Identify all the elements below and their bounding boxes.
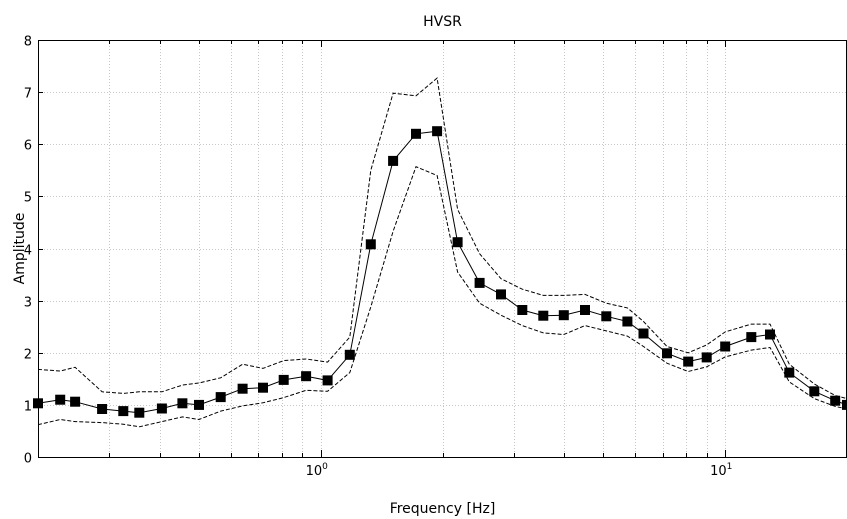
data-point-marker [622,316,633,327]
data-point-marker [538,310,549,321]
data-point-marker [97,404,108,414]
y-tick-label: 1 [24,400,32,415]
series-lower-line [37,166,847,428]
data-point-marker [683,356,694,367]
data-point-marker [55,394,66,405]
y-tick-label: 2 [24,348,32,363]
data-point-marker [118,406,129,417]
data-point-marker [301,371,312,382]
y-tick-label: 4 [24,244,32,259]
y-tick-label: 8 [24,35,32,50]
chart-title: HVSR [423,14,462,30]
data-point-marker [701,352,712,363]
data-point-marker [601,311,612,322]
y-tick-label: 6 [24,139,32,154]
data-point-marker [452,237,463,248]
x-tick-base: 10 [306,464,323,479]
data-point-marker [558,310,569,321]
data-point-marker [765,329,775,340]
data-point-marker [638,328,649,339]
x-axis-label: Frequency [Hz] [390,501,496,517]
x-tick-label: 101 [710,462,732,479]
data-point-marker [411,128,421,139]
data-point-marker [215,392,226,403]
y-axis-label: Amplitude [12,213,28,285]
data-point-marker [237,383,248,394]
data-point-marker [177,398,188,409]
data-point-marker [134,407,145,418]
data-point-marker [830,395,841,406]
data-point-marker [842,399,847,410]
data-point-marker [194,399,204,410]
x-tick-base: 10 [710,464,727,479]
data-point-marker [365,239,376,250]
data-point-marker [720,341,731,352]
y-tick-label: 0 [24,452,32,467]
data-point-marker [746,332,757,343]
grid-lines [38,40,847,457]
data-point-marker [432,126,443,137]
data-point-marker [580,305,590,315]
data-point-marker [156,403,167,414]
data-point-marker [784,367,795,378]
x-tick-exponent: 1 [727,462,733,472]
data-point-marker [344,349,355,360]
y-tick-label: 3 [24,296,32,311]
y-tick-label: 5 [24,191,32,206]
data-point-marker [322,375,333,386]
data-point-marker [496,289,506,300]
data-point-marker [662,348,672,359]
data-point-marker [258,382,268,393]
y-tick-label: 7 [24,87,32,102]
series-layer [33,77,847,428]
x-tick-exponent: 0 [322,462,328,472]
data-point-marker [809,386,820,397]
data-point-marker [70,396,81,407]
data-point-marker [474,277,485,288]
data-point-marker [517,305,528,315]
series-upper-line [37,77,847,400]
x-tick-label: 100 [306,462,329,479]
series-mean-line [37,130,847,414]
data-point-marker [278,374,289,385]
data-point-marker [388,155,399,166]
